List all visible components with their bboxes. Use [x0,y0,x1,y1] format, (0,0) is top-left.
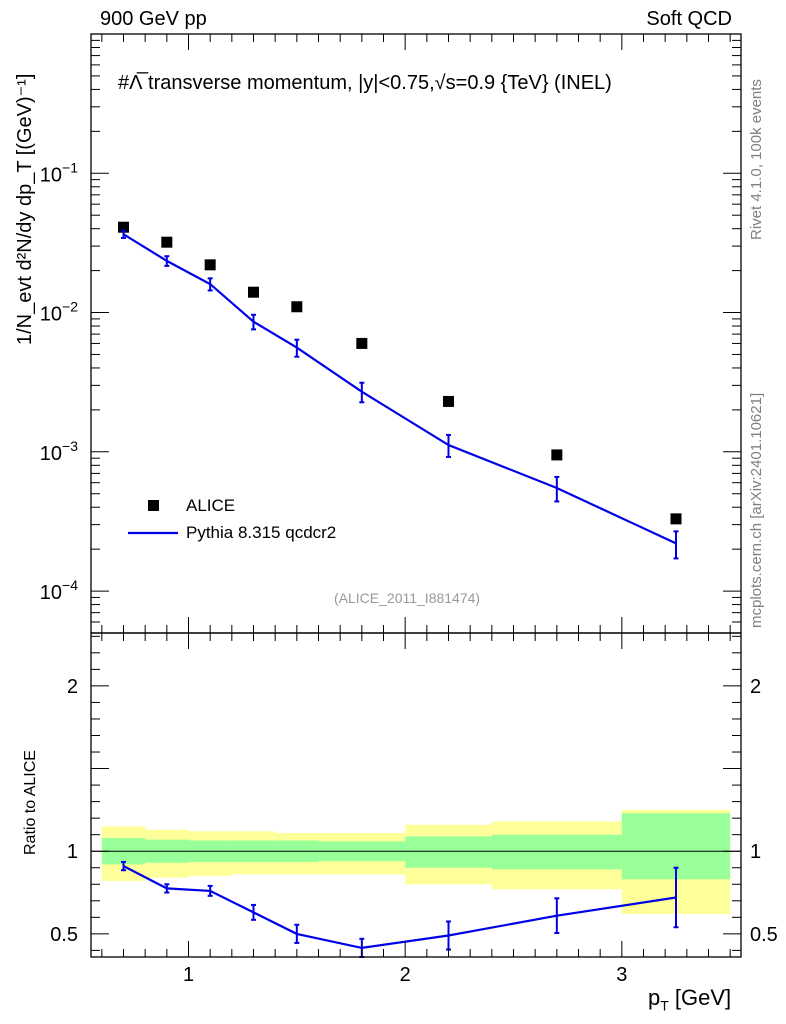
ratio-y-tick-label-right: 0.5 [750,924,778,946]
x-axis-label-main: p [648,985,661,1010]
alice-marker [551,449,563,461]
ratio-band-inner [491,834,622,870]
x-axis-label-sub: T [660,997,669,1014]
main-panel-frame [90,33,742,634]
ratio-panel-frame [90,632,742,958]
ratio-y-tick-label-right: 2 [750,676,761,698]
ratio-y-tick-label-left: 1 [67,841,78,863]
alice-marker [670,513,682,525]
alice-marker [161,236,173,248]
main-y-tick-label: 10−4 [40,577,78,604]
x-tick-label: 2 [400,964,411,986]
main-y-tick-label: 10−3 [40,438,78,465]
analysis-id: (ALICE_2011_I881474) [334,590,481,606]
ratio-ylabel: Ratio to ALICE [22,750,39,855]
ratio-y-tick-label-right: 1 [750,841,761,863]
main-y-tick-label: 10−2 [40,299,78,326]
main-y-tick-label: 10−1 [40,159,78,186]
mcplots-side-text: mcplots.cern.ch [arXiv:2401.10621] [748,392,765,628]
header-right-label: Soft QCD [646,8,732,30]
main-ylabel: 1/N_evt d²N/dy dp_T [(GeV)⁻¹] [14,73,36,345]
ratio-band-inner [405,836,492,868]
x-axis-label: pT [GeV] [648,985,731,1013]
alice-marker [204,259,216,271]
alice-marker [248,286,259,298]
x-tick-label: 1 [183,964,194,986]
x-axis-label-unit: [GeV] [668,985,732,1010]
ratio-y-tick-label-left: 2 [67,676,78,698]
alice-marker [356,337,368,349]
legend-marker-alice [148,500,159,511]
alice-marker [443,395,454,407]
legend-label-alice: ALICE [186,496,236,515]
x-tick-label: 3 [616,964,627,986]
plot-title: #Λ̅ transverse momentum, |y|<0.75,√s=0.9… [118,72,612,94]
alice-marker [291,301,303,313]
header-left-label: 900 GeV pp [100,8,207,30]
rivet-side-text: Rivet 4.1.0, 100k events [748,79,765,240]
alice-marker [118,221,129,233]
legend-label-pythia: Pythia 8.315 qcdcr2 [186,523,337,542]
ratio-y-tick-label-left: 0.5 [50,924,78,946]
